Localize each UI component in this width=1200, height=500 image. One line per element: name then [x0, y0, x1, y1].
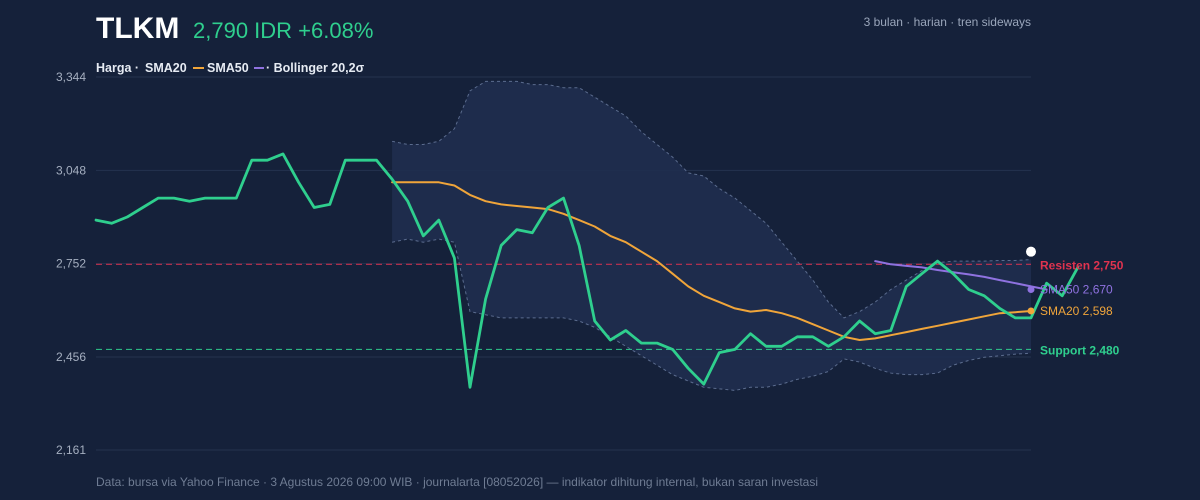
chart-subtitle: 3 bulan · harian · tren sideways [864, 15, 1031, 29]
price-change: 2,790 IDR +6.08% [193, 18, 373, 43]
legend-price-label: Harga · [96, 61, 139, 75]
bollinger-lower [391, 238, 1032, 391]
support-label: Support 2,480 [1040, 343, 1120, 357]
bollinger-upper [391, 80, 1032, 319]
legend: Harga · SMA20 SMA50 · Bollinger 20,2σ [96, 61, 365, 75]
level-lines [96, 263, 1031, 351]
last-price-dot [1026, 246, 1036, 257]
sma50-line [874, 260, 1048, 291]
y-tick-label: 3,048 [56, 163, 86, 177]
sma20-line [391, 181, 1032, 341]
legend-sma20-label: SMA20 [145, 61, 187, 75]
sma20-value-label: SMA20 2,598 [1040, 304, 1113, 318]
y-tick-label: 2,161 [56, 443, 86, 457]
y-tick-label: 2,456 [56, 350, 86, 364]
series-lines [94, 152, 1080, 389]
end-markers [1026, 246, 1036, 315]
bollinger-fill [392, 81, 1031, 391]
sma50-value-label: SMA50 2,670 [1040, 283, 1113, 297]
resistance-label: Resisten 2,750 [1040, 258, 1124, 272]
footer-note: Data: bursa via Yahoo Finance · 3 Agustu… [96, 475, 818, 489]
sma20-end-dot [1027, 307, 1035, 315]
legend-bollinger-label: · Bollinger 20,2σ [266, 61, 365, 75]
y-tick-label: 3,344 [56, 70, 86, 84]
y-tick-label: 2,752 [56, 257, 86, 271]
ticker-title: TLKM [96, 12, 179, 45]
sma50-end-dot [1027, 286, 1035, 294]
bollinger-band [391, 80, 1032, 391]
legend-sma50-label: SMA50 [207, 61, 249, 75]
harga-line [94, 152, 1080, 389]
